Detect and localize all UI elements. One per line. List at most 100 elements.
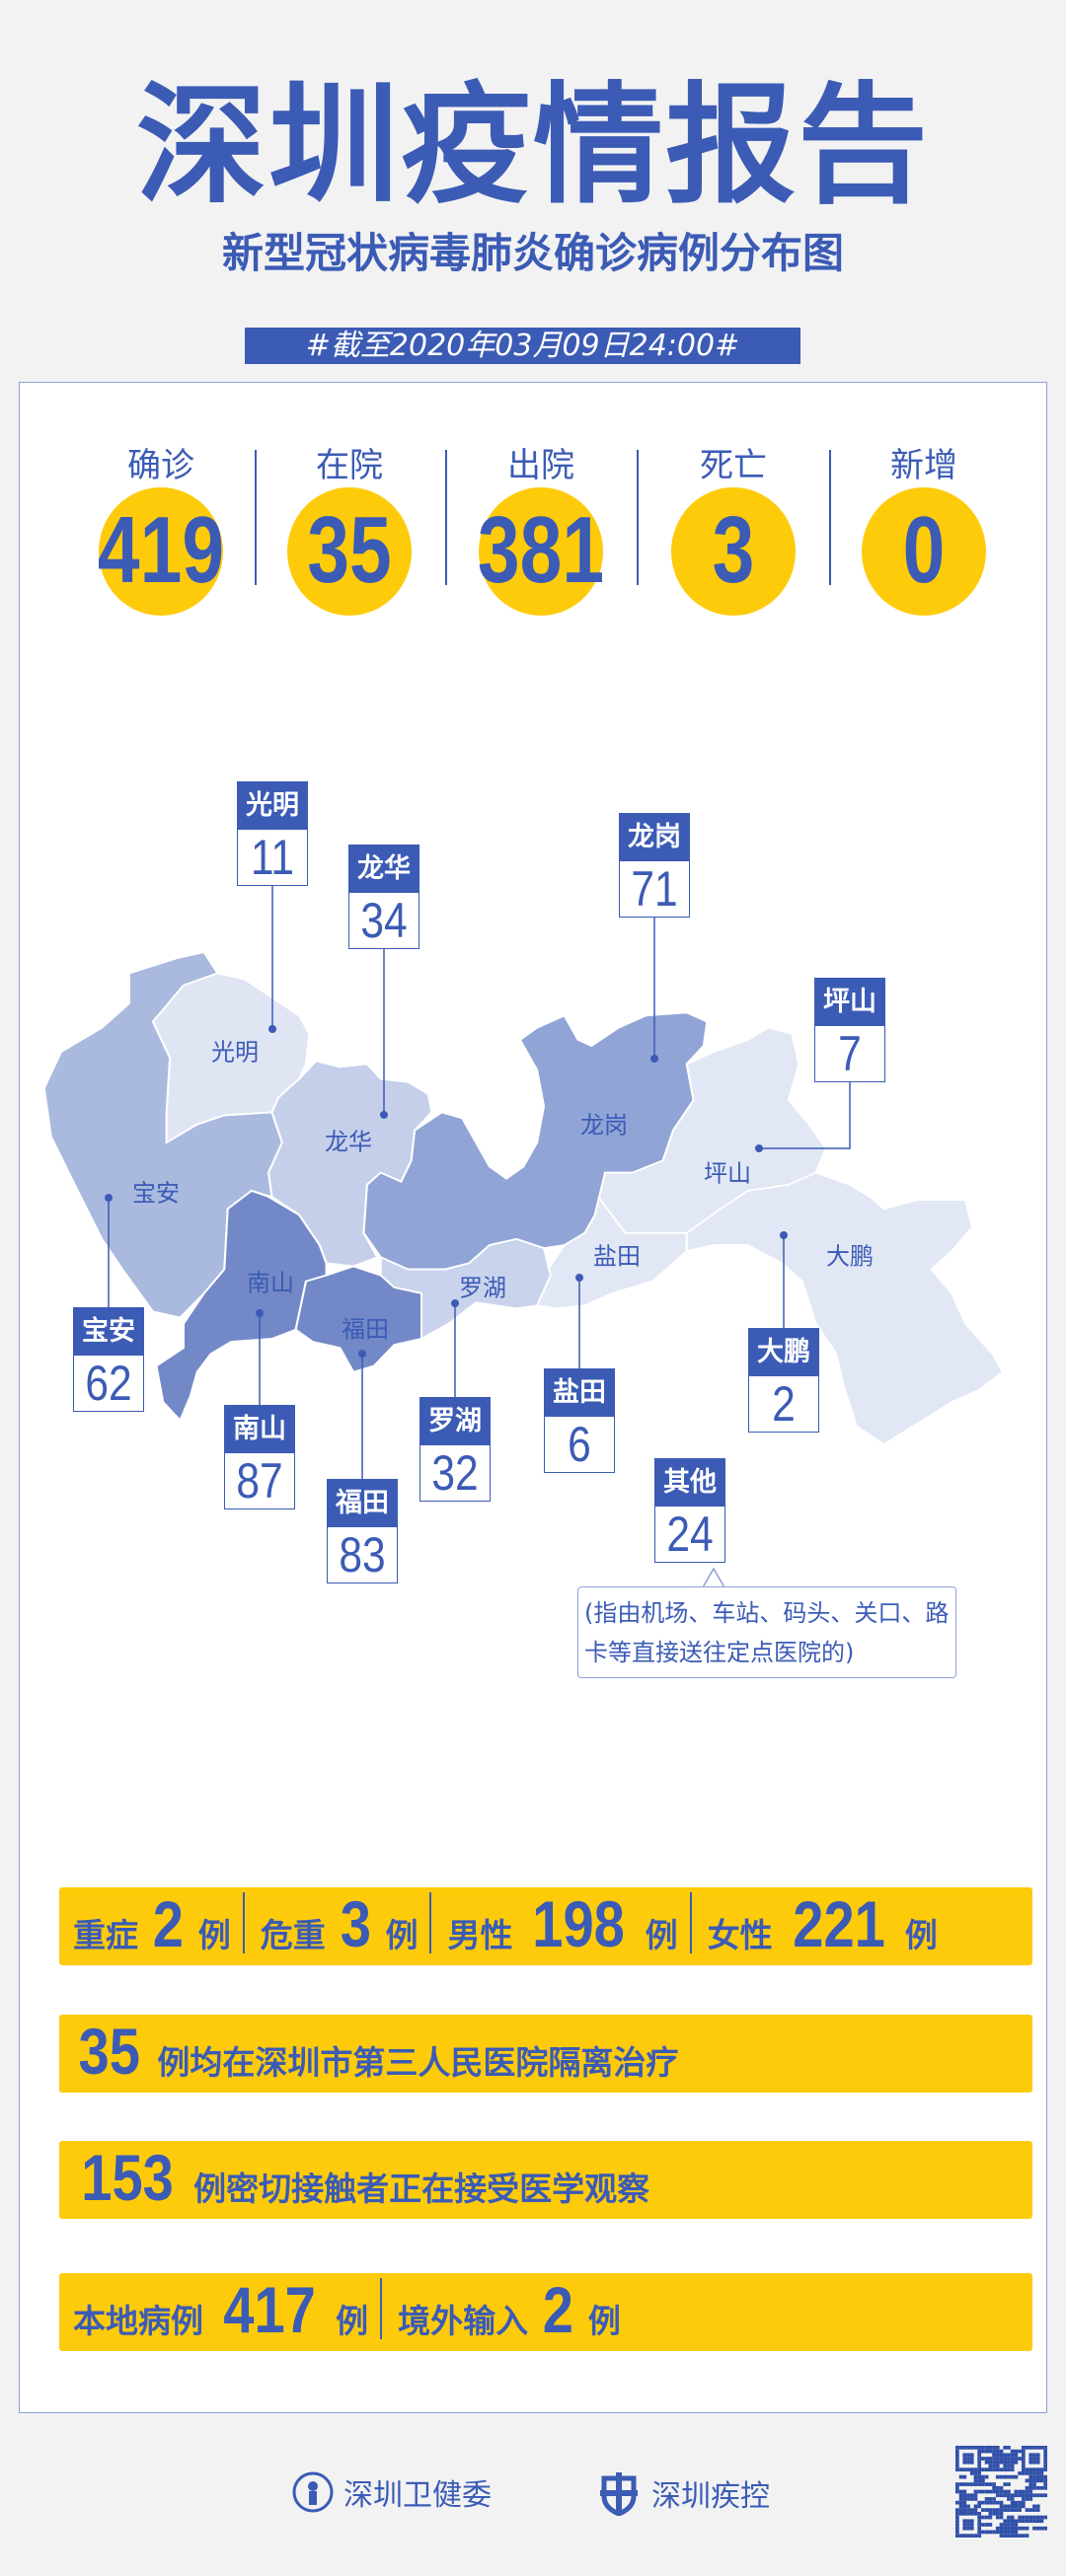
district-tag: 其他 24 [654,1458,725,1563]
severe-label: 重症 [73,1916,138,1954]
stat-circle: 381 [478,487,604,616]
district-tag: 龙华 34 [348,845,419,949]
stat-circle: 419 [98,487,224,616]
date-banner: #截至2020年03月09日24:00# [245,328,800,364]
stat-3: 死亡 3 [645,446,822,616]
critical-label: 危重 [260,1916,326,1954]
leader-line [759,1082,851,1149]
district-name: 龙岗 [620,814,689,861]
unit: 例 [904,1916,938,1954]
local-label: 本地病例 [73,2302,203,2340]
summary-bar-severity: 重症 2 例 危重 3 例 男性 198 例 女性 221 例 [59,1887,1032,1965]
stat-circle: 0 [862,487,986,616]
hospital-count: 35 [78,2015,140,2088]
org1-name: 深圳卫健委 [343,2478,492,2513]
district-dot [755,1144,763,1152]
local-count: 417 [223,2273,316,2346]
district-dot [780,1231,788,1239]
stat-divider [637,450,639,585]
critical-count: 3 [340,1887,371,1960]
contacts-count: 153 [81,2141,174,2214]
stat-2: 出院 381 [452,446,630,616]
stat-divider [445,450,447,585]
district-name: 龙华 [349,846,419,893]
district-map-label: 坪山 [704,1159,751,1188]
district-dot [256,1309,264,1317]
divider [242,1892,245,1953]
qr-code-icon [955,2446,1047,2538]
district-border [597,1171,816,1234]
stat-label: 出院 [507,446,574,485]
district-name: 宝安 [74,1308,143,1356]
district-dot [650,1055,658,1063]
contacts-text: 例密切接触者正在接受医学观察 [193,2170,650,2208]
district-tag: 盐田 6 [544,1368,615,1473]
district-tag: 龙岗 71 [619,813,690,918]
district-shape-福田 [294,1265,423,1373]
health-commission-logo-icon [292,2471,334,2513]
org2-name: 深圳疾控 [651,2479,770,2514]
divider [429,1892,432,1953]
stat-value: 35 [307,497,392,603]
footer-org1: 深圳卫健委 [292,2470,492,2514]
stat-label: 死亡 [700,446,767,485]
male-count: 198 [532,1887,626,1960]
stat-label: 确诊 [127,446,194,485]
stat-value: 3 [712,497,755,603]
stat-0: 确诊 419 [72,446,250,616]
severe-count: 2 [152,1887,184,1960]
district-dot [268,1025,276,1033]
district-name: 光明 [238,782,307,830]
district-dot [380,1111,388,1119]
unit: 例 [336,2302,369,2340]
district-count: 71 [631,861,678,917]
district-dot [575,1274,583,1282]
district-count: 24 [666,1507,714,1562]
district-count: 87 [236,1453,283,1509]
stat-4: 新增 0 [835,446,1013,616]
district-count: 6 [568,1417,591,1472]
stat-value: 0 [902,497,946,603]
district-map-label: 光明 [211,1038,259,1067]
divider [380,2278,383,2339]
district-count: 2 [772,1376,796,1432]
district-tag: 南山 87 [224,1405,295,1509]
district-dot [105,1194,113,1202]
hospital-text: 例均在深圳市第三人民医院隔离治疗 [157,2043,679,2082]
unit: 例 [645,1916,678,1954]
district-shape-南山 [155,1189,328,1423]
district-map-label: 龙岗 [580,1111,628,1140]
district-count: 34 [360,893,408,948]
district-name: 盐田 [545,1369,614,1417]
shenzhen-map [42,951,1005,1446]
district-tag: 坪山 7 [814,978,885,1082]
district-map-label: 罗湖 [459,1274,506,1302]
female-count: 221 [792,1887,885,1960]
district-name: 大鹏 [749,1329,818,1376]
district-name: 其他 [655,1459,724,1507]
stat-1: 在院 35 [261,446,438,616]
unit: 例 [385,1916,419,1954]
stat-divider [829,450,831,585]
district-tag: 福田 83 [327,1479,398,1583]
female-label: 女性 [707,1916,773,1954]
district-tag: 罗湖 32 [419,1397,491,1502]
district-map-label: 福田 [342,1315,389,1344]
summary-bar-contacts: 153 例密切接触者正在接受医学观察 [59,2141,1032,2219]
cdc-logo-icon [600,2472,638,2516]
district-count: 7 [838,1026,862,1081]
stat-value: 381 [477,497,605,603]
district-map-label: 宝安 [132,1179,180,1208]
stat-label: 新增 [890,446,957,485]
district-name: 福田 [328,1480,397,1527]
district-map-label: 南山 [247,1269,294,1297]
district-name: 坪山 [815,979,884,1026]
district-count: 62 [85,1356,132,1411]
unit: 例 [197,1916,231,1954]
male-label: 男性 [447,1916,513,1954]
district-dot [358,1350,366,1358]
district-tag: 大鹏 2 [748,1328,819,1433]
stat-circle: 3 [671,487,796,616]
stat-circle: 35 [287,487,412,616]
stat-value: 419 [97,497,225,603]
